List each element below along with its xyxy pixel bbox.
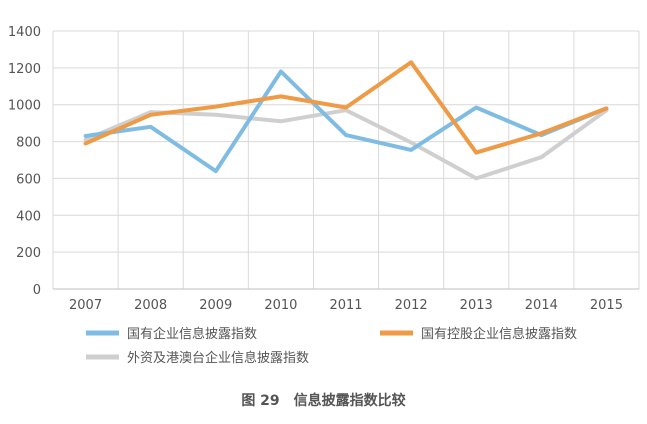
grid	[52, 30, 640, 289]
legend-label: 国有企业信息披露指数	[127, 326, 257, 342]
x-tick-label: 2011	[329, 298, 362, 313]
y-tick-label: 1400	[8, 25, 41, 40]
legend-label: 国有控股企业信息披露指数	[421, 326, 577, 342]
y-tick-label: 800	[16, 136, 41, 151]
series-line-3	[83, 108, 609, 181]
x-tick-label: 2008	[134, 298, 167, 313]
series-line-2	[83, 60, 609, 155]
y-axis-ticks: 0 200 400 600 800 1000 1200 1400	[8, 25, 41, 298]
x-axis-ticks: 2007 2008 2009 2010 2011 2012 2013 2014 2015	[69, 298, 623, 313]
x-tick-label: 2014	[525, 298, 558, 313]
y-tick-label: 0	[33, 283, 41, 298]
x-tick-label: 2013	[460, 298, 493, 313]
y-tick-label: 400	[16, 209, 41, 224]
legend-label: 外资及港澳台企业信息披露指数	[127, 350, 309, 366]
y-tick-label: 600	[16, 172, 41, 187]
x-tick-label: 2010	[264, 298, 297, 313]
x-tick-label: 2009	[199, 298, 232, 313]
y-tick-label: 1200	[8, 62, 41, 77]
y-tick-label: 200	[16, 246, 41, 261]
series-line-1	[83, 69, 609, 174]
series-lines	[83, 60, 609, 181]
y-tick-label: 1000	[8, 99, 41, 114]
x-tick-label: 2012	[395, 298, 428, 313]
x-tick-label: 2015	[590, 298, 623, 313]
x-tick-label: 2007	[69, 298, 102, 313]
figure-caption: 图 29 信息披露指数比较	[241, 392, 405, 409]
